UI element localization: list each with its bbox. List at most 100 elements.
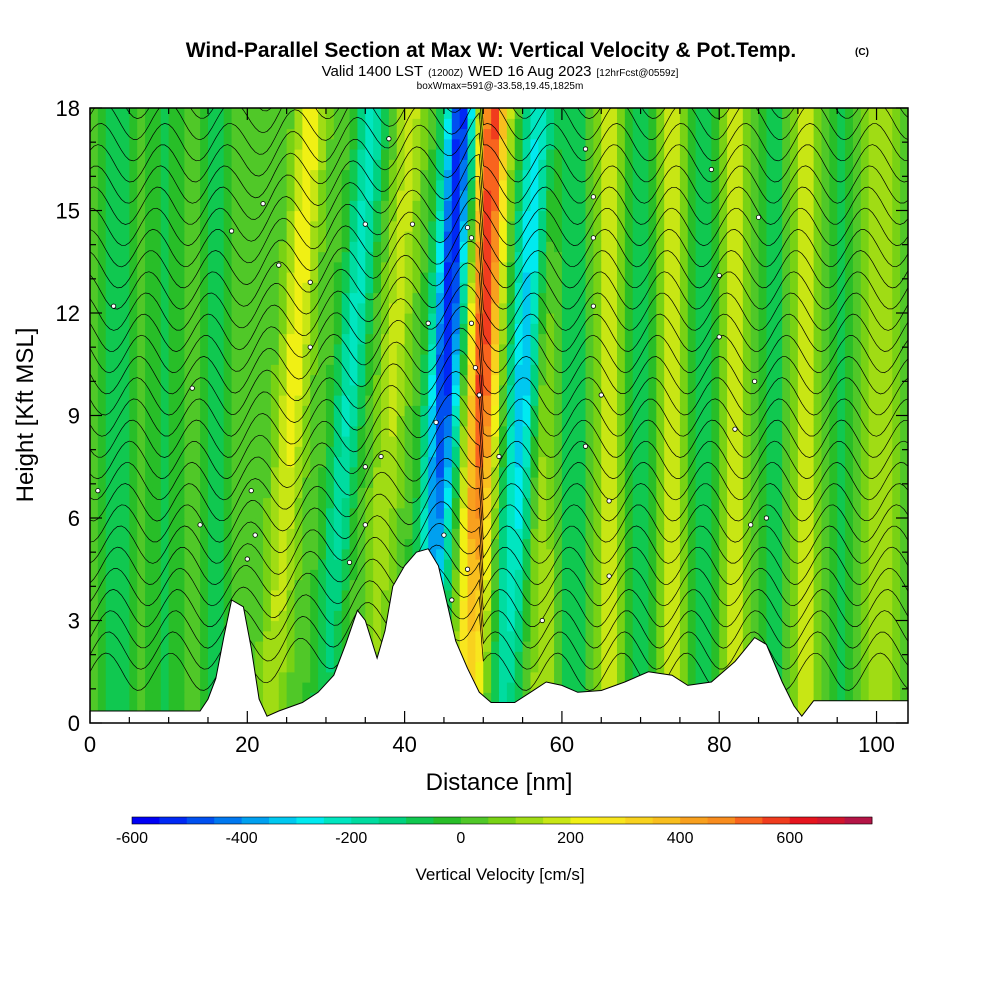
velocity-cell bbox=[129, 620, 138, 632]
velocity-cell bbox=[672, 487, 681, 499]
velocity-cell bbox=[215, 456, 225, 468]
velocity-cell bbox=[852, 692, 862, 704]
velocity-cell bbox=[758, 415, 768, 427]
velocity-cell bbox=[774, 456, 783, 468]
velocity-cell bbox=[294, 630, 303, 642]
velocity-cell bbox=[113, 292, 123, 304]
velocity-cell bbox=[782, 600, 791, 611]
velocity-cell bbox=[664, 630, 673, 642]
velocity-cell bbox=[742, 518, 752, 529]
velocity-cell bbox=[121, 354, 130, 365]
velocity-cell bbox=[475, 292, 484, 304]
velocity-cell bbox=[546, 507, 555, 519]
velocity-cell bbox=[845, 477, 854, 488]
velocity-cell bbox=[703, 589, 712, 601]
velocity-cell bbox=[270, 682, 280, 693]
velocity-cell bbox=[656, 589, 665, 601]
velocity-cell bbox=[255, 323, 264, 335]
velocity-cell bbox=[821, 518, 830, 529]
velocity-cell bbox=[656, 282, 665, 294]
velocity-cell bbox=[868, 661, 878, 673]
velocity-cell bbox=[734, 261, 744, 273]
velocity-cell bbox=[538, 641, 547, 652]
velocity-cell bbox=[797, 692, 807, 704]
velocity-cell bbox=[137, 384, 146, 396]
velocity-cell bbox=[215, 487, 225, 499]
velocity-cell bbox=[577, 641, 587, 652]
velocity-cell bbox=[483, 333, 492, 345]
velocity-cell bbox=[742, 231, 752, 242]
velocity-cell bbox=[837, 384, 846, 396]
velocity-cell bbox=[207, 354, 217, 365]
velocity-cell bbox=[734, 251, 744, 263]
velocity-cell bbox=[90, 548, 99, 560]
velocity-cell bbox=[569, 579, 579, 591]
velocity-cell bbox=[239, 343, 248, 355]
velocity-cell bbox=[278, 395, 288, 406]
velocity-cell bbox=[609, 497, 618, 509]
velocity-cell bbox=[884, 610, 893, 622]
velocity-cell bbox=[522, 661, 532, 673]
velocity-cell bbox=[207, 661, 217, 673]
velocity-cell bbox=[695, 579, 705, 591]
velocity-cell bbox=[569, 559, 579, 570]
velocity-cell bbox=[852, 651, 862, 663]
velocity-cell bbox=[860, 682, 870, 693]
velocity-cell bbox=[459, 507, 469, 519]
velocity-cell bbox=[821, 682, 830, 693]
velocity-cell bbox=[294, 302, 303, 314]
velocity-cell bbox=[852, 282, 862, 294]
velocity-cell bbox=[278, 354, 288, 365]
velocity-cell bbox=[207, 302, 217, 314]
velocity-cell bbox=[278, 405, 288, 417]
velocity-cell bbox=[459, 518, 469, 529]
velocity-cell bbox=[884, 384, 893, 396]
velocity-cell bbox=[554, 630, 563, 642]
velocity-cell bbox=[200, 528, 209, 540]
velocity-cell bbox=[790, 446, 799, 458]
velocity-cell bbox=[451, 425, 461, 437]
velocity-cell bbox=[207, 313, 217, 324]
velocity-cell bbox=[97, 282, 107, 294]
velocity-cell bbox=[286, 497, 296, 509]
velocity-cell bbox=[837, 507, 846, 519]
velocity-cell bbox=[113, 354, 123, 365]
velocity-cell bbox=[506, 507, 516, 519]
velocity-cell bbox=[640, 548, 650, 560]
velocity-cell bbox=[451, 405, 461, 417]
velocity-cell bbox=[593, 261, 602, 273]
velocity-cell bbox=[200, 343, 209, 355]
velocity-cell bbox=[672, 671, 681, 683]
velocity-cell bbox=[192, 405, 201, 417]
velocity-cell bbox=[215, 343, 225, 355]
velocity-cell bbox=[247, 528, 256, 540]
velocity-cell bbox=[664, 251, 673, 263]
velocity-cell bbox=[774, 497, 783, 509]
velocity-cell bbox=[184, 343, 193, 355]
velocity-cell bbox=[711, 282, 720, 294]
velocity-cell bbox=[672, 364, 681, 376]
velocity-cell bbox=[459, 477, 469, 488]
velocity-cell bbox=[530, 661, 539, 673]
velocity-cell bbox=[530, 415, 539, 427]
velocity-cell bbox=[687, 446, 697, 458]
velocity-cell bbox=[679, 261, 689, 273]
velocity-cell bbox=[129, 446, 138, 458]
velocity-cell bbox=[561, 272, 571, 283]
velocity-cell bbox=[538, 466, 547, 478]
velocity-cell bbox=[263, 600, 272, 611]
velocity-cell bbox=[412, 436, 421, 447]
velocity-cell bbox=[845, 446, 854, 458]
velocity-cell bbox=[247, 579, 256, 591]
velocity-cell bbox=[168, 620, 178, 632]
velocity-cell bbox=[679, 241, 689, 253]
velocity-cell bbox=[632, 405, 642, 417]
velocity-cell bbox=[672, 446, 681, 458]
velocity-cell bbox=[341, 272, 351, 283]
velocity-cell bbox=[325, 466, 335, 478]
velocity-cell bbox=[593, 374, 602, 386]
velocity-cell bbox=[711, 364, 720, 376]
velocity-cell bbox=[538, 302, 547, 314]
velocity-cell bbox=[538, 518, 547, 529]
velocity-cell bbox=[585, 364, 594, 376]
